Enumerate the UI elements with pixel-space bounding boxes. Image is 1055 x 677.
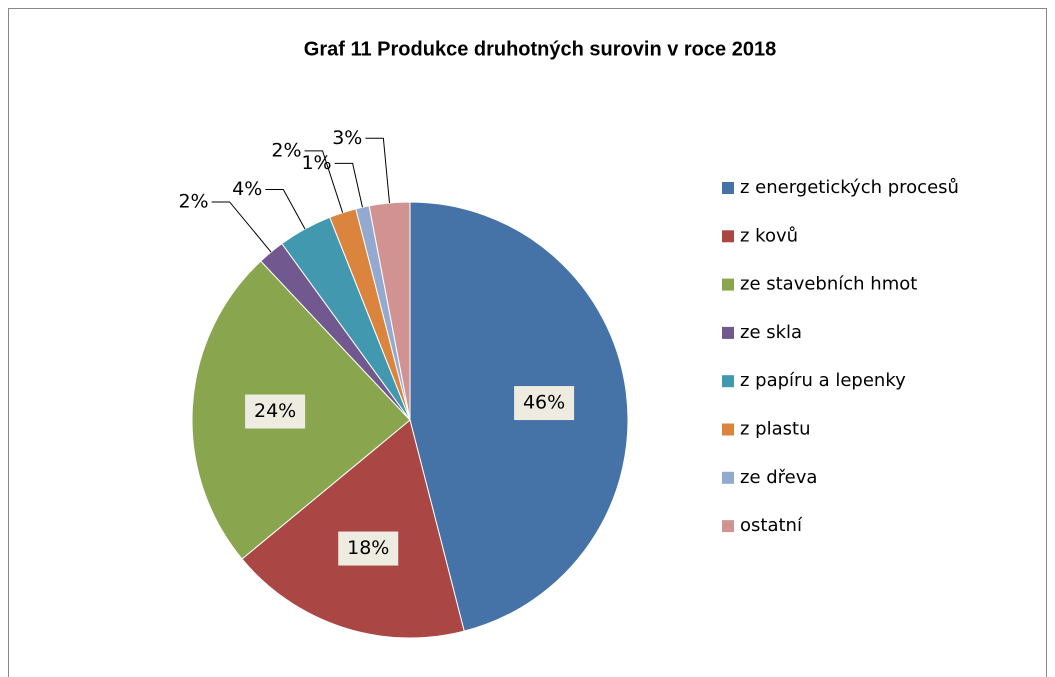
data-label: 2% (271, 139, 301, 161)
legend-label: z papíru a lepenky (740, 370, 906, 391)
legend-label: ze dřeva (740, 467, 817, 488)
label-box (514, 386, 575, 421)
legend-label: z energetických procesů (740, 177, 959, 198)
chart-title: Graf 11 Produkce druhotných surovin v ro… (304, 38, 776, 60)
label-box (245, 394, 306, 429)
legend-swatch (722, 471, 734, 484)
data-label: 4% (232, 178, 262, 200)
data-label: 1% (301, 152, 331, 174)
legend-label: ostatní (740, 515, 803, 536)
legend-swatch (722, 326, 734, 339)
data-label: 3% (332, 127, 362, 149)
label-box (338, 531, 399, 566)
pie-slice (241, 419, 465, 639)
legend-label: ze stavebních hmot (740, 274, 917, 295)
data-label: 46% (523, 392, 565, 414)
legend-swatch (722, 423, 734, 436)
leader-line (304, 150, 344, 213)
legend-swatch (722, 278, 734, 291)
legend-label: ze skla (740, 322, 802, 343)
data-label: 24% (254, 400, 296, 422)
legend-swatch (722, 520, 734, 533)
leader-line (365, 137, 390, 204)
data-label: 18% (347, 537, 389, 559)
legend-swatch (722, 375, 734, 388)
legend-swatch (722, 230, 734, 243)
data-label: 2% (178, 190, 208, 212)
leader-line (265, 189, 306, 230)
legend-swatch (722, 182, 734, 194)
legend-label: z kovů (740, 225, 798, 246)
legend-label: z plastu (740, 419, 810, 440)
leader-line (211, 201, 272, 253)
leader-line (334, 162, 363, 208)
